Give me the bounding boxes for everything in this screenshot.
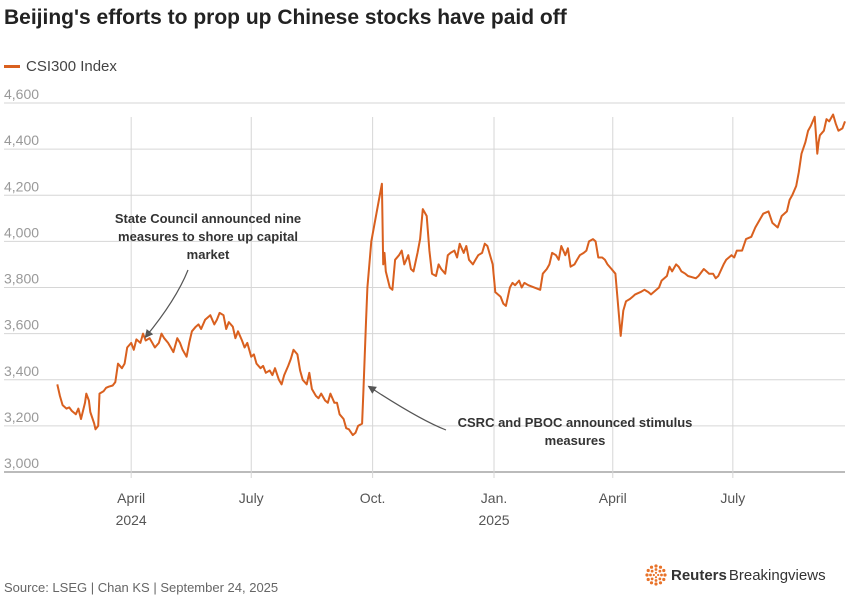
x-tick-label: April bbox=[117, 490, 145, 506]
x-tick-year-label: 2025 bbox=[478, 512, 509, 528]
x-tick-label: July bbox=[239, 490, 264, 506]
y-tick-label: 4,200 bbox=[4, 178, 39, 194]
annotation-state-council-line: market bbox=[187, 247, 230, 262]
logo-dot bbox=[654, 582, 658, 586]
logo-dot bbox=[650, 569, 654, 573]
annotation-state-council-line: State Council announced nine bbox=[115, 211, 301, 226]
logo-dot bbox=[645, 573, 649, 577]
annotation-csrc-pboc-line: measures bbox=[545, 433, 606, 448]
logo-dot bbox=[654, 571, 658, 574]
logo-dot bbox=[652, 573, 655, 577]
logo-dot bbox=[649, 581, 654, 585]
x-tick-label: Oct. bbox=[360, 490, 386, 506]
logo-dot bbox=[649, 573, 652, 577]
logo-dot bbox=[658, 569, 662, 573]
logo-dot bbox=[658, 565, 663, 569]
logo-dot bbox=[660, 573, 663, 577]
annotation-arrow-csrc-pboc bbox=[367, 385, 447, 431]
y-tick-label: 4,000 bbox=[4, 224, 39, 240]
brand-product: Breakingviews bbox=[728, 566, 826, 584]
logo-dot bbox=[654, 564, 658, 568]
x-tick-label: Jan. bbox=[481, 490, 507, 506]
y-tick-label: 3,000 bbox=[4, 455, 39, 471]
logo-dot bbox=[662, 568, 666, 573]
x-tick-year-label: 2024 bbox=[116, 512, 147, 528]
y-tick-label: 3,200 bbox=[4, 409, 39, 425]
logo-dot bbox=[662, 577, 666, 582]
legend-label: CSI300 Index bbox=[26, 58, 117, 75]
logo-dot bbox=[658, 581, 663, 585]
annotation-csrc-pboc-line: CSRC and PBOC announced stimulus bbox=[458, 415, 693, 430]
logo-dot bbox=[654, 579, 658, 582]
logo-dot bbox=[649, 565, 654, 569]
legend-swatch bbox=[4, 65, 20, 68]
y-tick-label: 4,600 bbox=[4, 86, 39, 102]
x-tick-label: April bbox=[599, 490, 627, 506]
annotation-state-council-line: measures to shore up capital bbox=[118, 229, 298, 244]
logo-dot bbox=[657, 573, 660, 577]
reuters-logo-icon bbox=[645, 564, 667, 586]
series-line-csi300 bbox=[56, 113, 846, 437]
logo-dot bbox=[646, 568, 650, 573]
x-tick-label: July bbox=[720, 490, 745, 506]
logo-dot bbox=[646, 577, 650, 582]
logo-dot bbox=[658, 577, 662, 581]
logo-dot bbox=[654, 576, 658, 579]
brand-name: Reuters bbox=[671, 566, 727, 584]
source-note: Source: LSEG | Chan KS | September 24, 2… bbox=[4, 580, 279, 595]
y-tick-label: 4,400 bbox=[4, 132, 39, 148]
brand-logo: Reuters Breakingviews bbox=[645, 564, 826, 586]
logo-dot bbox=[654, 568, 658, 571]
y-tick-label: 3,400 bbox=[4, 363, 39, 379]
logo-dot bbox=[650, 577, 654, 581]
chart-title: Beijing's efforts to prop up Chinese sto… bbox=[4, 6, 567, 29]
legend: CSI300 Index bbox=[4, 58, 117, 75]
logo-dot bbox=[663, 573, 667, 577]
annotation-arrow-state-council bbox=[144, 269, 189, 339]
y-tick-label: 3,800 bbox=[4, 271, 39, 287]
y-tick-label: 3,600 bbox=[4, 317, 39, 333]
